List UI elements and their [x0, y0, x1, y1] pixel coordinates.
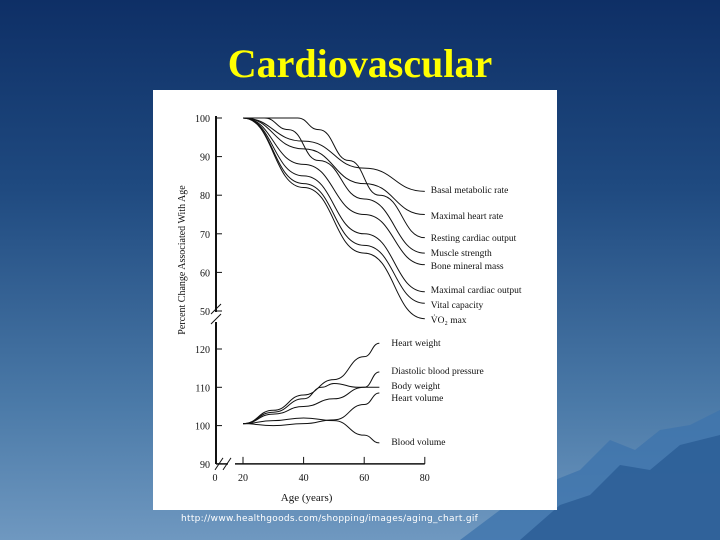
slide-title: Cardiovascular: [227, 41, 493, 86]
series-label: Maximal cardiac output: [431, 286, 522, 296]
series-line-resting-cardiac-output: [243, 117, 425, 239]
series-line-heart-weight: [242, 342, 380, 425]
series-label: Maximal heart rate: [431, 212, 503, 222]
x-tick-label: 80: [420, 473, 430, 484]
series-line-diastolic-blood-pressure: [242, 371, 380, 425]
series-label: Heart volume: [391, 394, 443, 404]
series-line-blood-volume: [242, 417, 380, 444]
y-tick-label-upper: 70: [200, 230, 210, 241]
y-tick-label-upper: 50: [200, 307, 210, 318]
y-tick-label-upper: 90: [200, 153, 210, 164]
x-tick-label: 20: [238, 473, 248, 484]
y-tick-label-upper: 100: [195, 114, 210, 125]
axis-break-mark: [214, 457, 224, 471]
series-line-heart-volume: [242, 392, 380, 427]
y-tick-label-lower: 110: [195, 383, 210, 394]
y-tick-label-lower: 120: [195, 345, 210, 356]
y-tick-label-upper: 80: [200, 191, 210, 202]
aging-chart-image: 100 90 80 70 60 50 120 110 100 90 0 20 40 60 80 Age (ye…: [153, 90, 557, 510]
y-tick-label-upper: 60: [200, 268, 210, 279]
series-line-body-weight: [242, 382, 380, 425]
series-line-basal-metabolic-rate: [242, 117, 425, 192]
series-line-maximal-cardiac-output: [242, 117, 425, 293]
series-label: Body weight: [391, 382, 440, 392]
series-label: Heart weight: [391, 339, 441, 349]
axis-break-mark: [210, 303, 222, 315]
series-label: Resting cardiac output: [431, 234, 517, 244]
series-label: Diastolic blood pressure: [391, 367, 483, 377]
series-label: Vital capacity: [431, 301, 484, 311]
y-tick-label-lower: 100: [195, 422, 210, 433]
series-label: Muscle strength: [431, 249, 492, 259]
series-line-v-o-max: [242, 117, 425, 320]
series-line-muscle-strength: [243, 117, 425, 254]
axis-break-mark: [210, 313, 222, 325]
x-axis-label: Age (years): [281, 492, 333, 504]
x-tick-label: 60: [359, 473, 369, 484]
axis-break-mark: [222, 457, 232, 471]
x-tick-label: 0: [213, 473, 218, 484]
series-label: Bone mineral mass: [431, 262, 504, 272]
series-line-vital-capacity: [242, 117, 425, 304]
x-tick-label: 40: [299, 473, 309, 484]
y-tick-label-lower: 90: [200, 460, 210, 471]
series-line-bone-mineral-mass: [242, 117, 425, 266]
source-url: http://www.healthgoods.com/shopping/imag…: [181, 514, 479, 524]
series-label: V̇O₂ max: [431, 314, 467, 326]
series-label: Basal metabolic rate: [431, 186, 509, 196]
series-label: Blood volume: [391, 438, 445, 448]
y-axis-label: Percent Change Associated With Age: [177, 185, 188, 335]
series-line-maximal-heart-rate: [242, 117, 425, 215]
